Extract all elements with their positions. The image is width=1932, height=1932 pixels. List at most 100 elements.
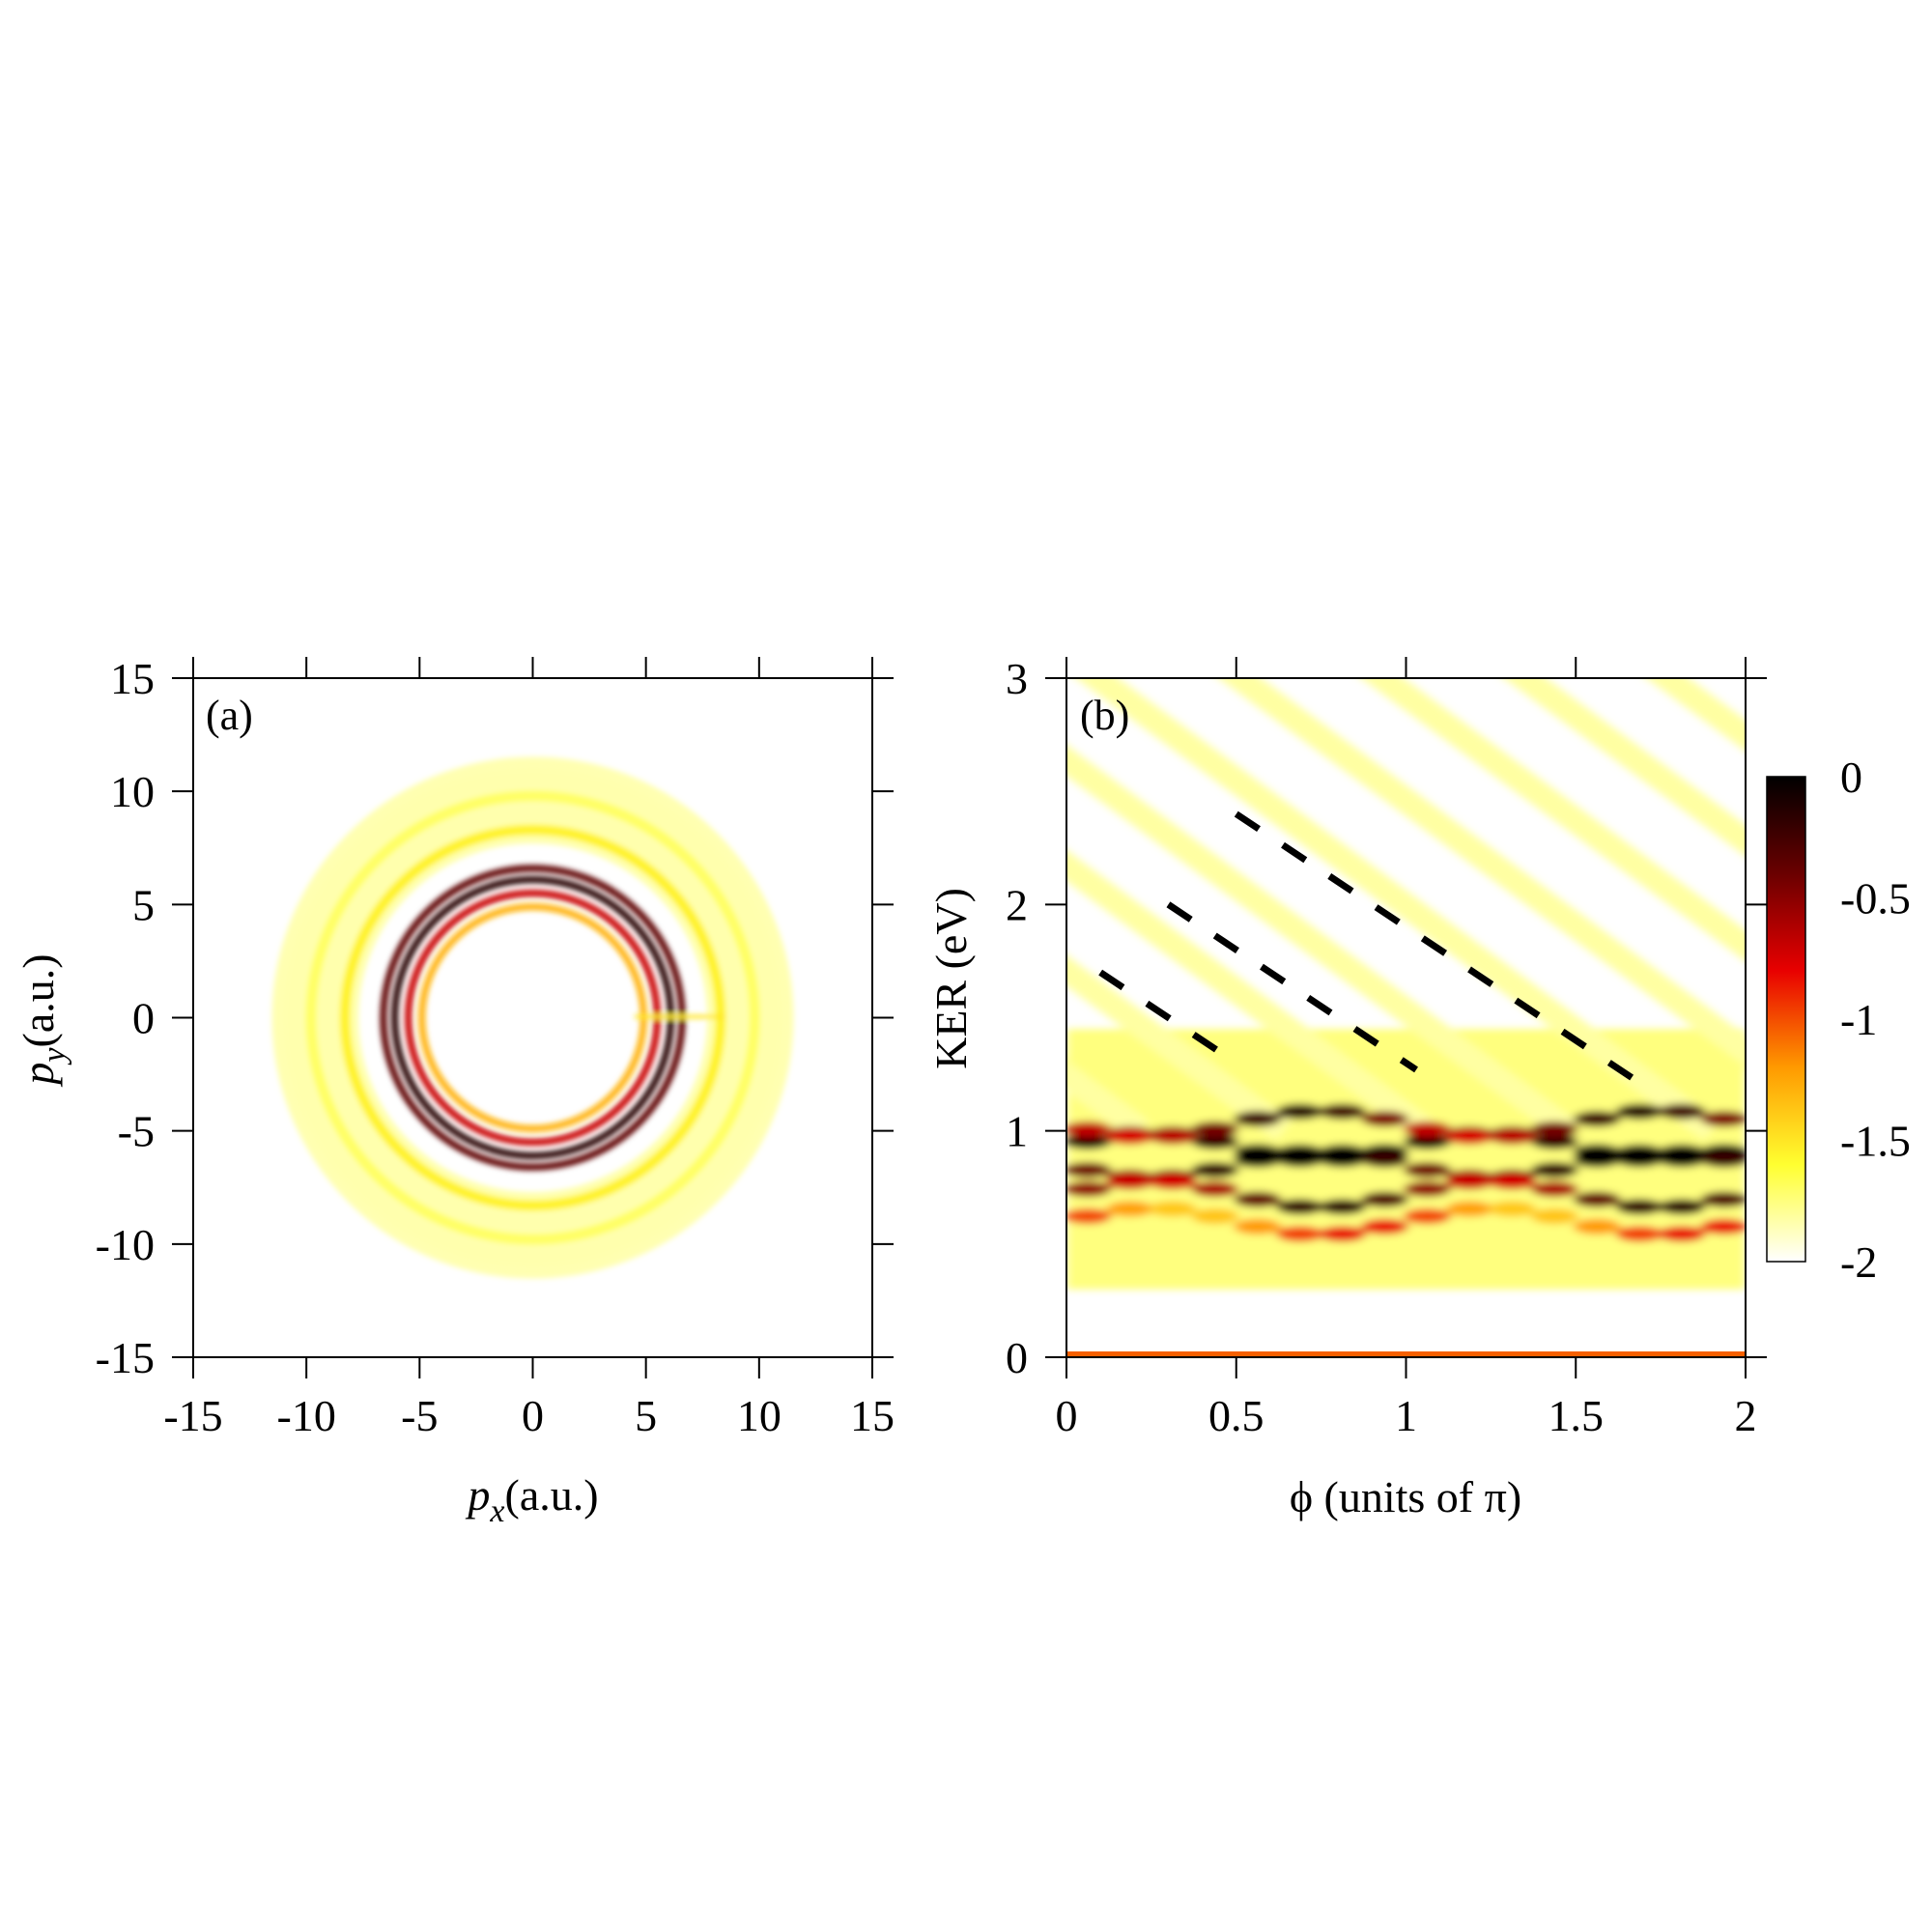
panel-b-x-tick-label: 2 bbox=[1735, 1391, 1757, 1440]
band-blob bbox=[1488, 1174, 1536, 1190]
panel-b-ticks: 0 0.5 1 1.5 2 3 2 1 0 bbox=[1006, 654, 1767, 1440]
ring bbox=[418, 903, 647, 1132]
band-blob bbox=[1445, 1174, 1494, 1190]
band-blob bbox=[1318, 1103, 1367, 1120]
panel-a-y-tick-label: -15 bbox=[96, 1333, 155, 1382]
band-blob bbox=[1573, 1191, 1621, 1208]
ring bbox=[391, 876, 674, 1159]
band-blob bbox=[1234, 1111, 1282, 1127]
ring bbox=[271, 756, 794, 1279]
panel-a-y-axis-title: py(a.u.) bbox=[14, 953, 72, 1087]
diagonal-stripe bbox=[1075, 678, 1719, 1142]
panel-a-y-tick-label: 10 bbox=[110, 767, 155, 816]
band-blob bbox=[1318, 1144, 1367, 1161]
diagonal-stripe bbox=[1066, 954, 1292, 1142]
band-blob bbox=[1318, 1199, 1367, 1215]
panel-b-y-tick-label: 2 bbox=[1006, 880, 1028, 929]
ring bbox=[405, 890, 661, 1146]
band-blob bbox=[1658, 1103, 1706, 1120]
band-blob bbox=[1276, 1103, 1324, 1120]
band-blob bbox=[1530, 1133, 1578, 1150]
band-blob bbox=[1403, 1180, 1452, 1198]
panel-b: 0 0.5 1 1.5 2 3 2 1 0 (b) ϕ (units of π) KER (eV… bbox=[926, 654, 1932, 1521]
band-blob bbox=[1615, 1199, 1663, 1215]
band-blob bbox=[1106, 1128, 1154, 1145]
panel-b-y-tick-label: 3 bbox=[1006, 654, 1028, 703]
x-axis-unit: (a.u.) bbox=[505, 1470, 599, 1520]
band-blob bbox=[1234, 1151, 1282, 1168]
band-blob bbox=[1066, 1161, 1112, 1179]
panel-b-x-tick-label: 1.5 bbox=[1548, 1391, 1605, 1440]
band-blob bbox=[1066, 1180, 1112, 1198]
panel-a-ticks: -15 -10 -5 0 5 10 15 15 10 5 0 -5 -10 -15 bbox=[96, 654, 895, 1440]
diagonal-stripe bbox=[1066, 745, 1577, 1142]
band-blob bbox=[1360, 1151, 1409, 1168]
colorbar: 0 -0.5 -1 -1.5 -2 bbox=[1766, 753, 1911, 1287]
dashed-guide-line bbox=[1166, 901, 1418, 1073]
panel-a-label: (a) bbox=[206, 692, 253, 739]
diagonal-stripe bbox=[1361, 678, 1746, 962]
band-blob bbox=[1106, 1201, 1154, 1217]
band-blob bbox=[1106, 1174, 1154, 1190]
panel-a-x-tick-label: 10 bbox=[737, 1391, 781, 1440]
band-blob bbox=[1573, 1218, 1621, 1235]
axis-seam bbox=[634, 1014, 725, 1019]
diagonal-stripe bbox=[1922, 656, 1932, 1131]
band-blob bbox=[1191, 1208, 1239, 1225]
x-axis-var: p bbox=[465, 1470, 490, 1520]
panel-b-x-axis-title: ϕ (units of π) bbox=[1290, 1472, 1521, 1521]
panel-a-x-tick-label: 15 bbox=[850, 1391, 895, 1440]
ring bbox=[305, 790, 760, 1245]
panel-b-dashed-guides bbox=[1098, 810, 1653, 1094]
x-axis-sub: x bbox=[489, 1493, 504, 1529]
colorbar-tick-label: -0.5 bbox=[1840, 874, 1911, 923]
y-axis-var: p bbox=[14, 1063, 63, 1088]
band-blob bbox=[1360, 1191, 1409, 1208]
zero-ker-line bbox=[1066, 1351, 1746, 1357]
panel-b-y-tick-label: 1 bbox=[1006, 1107, 1028, 1156]
band-blob bbox=[1488, 1201, 1536, 1217]
panel-a-x-tick-label: 5 bbox=[635, 1391, 657, 1440]
band-blob bbox=[1234, 1218, 1282, 1235]
panel-a-x-tick-label: -15 bbox=[163, 1391, 222, 1440]
band-blob bbox=[1276, 1199, 1324, 1215]
diagonal-stripe bbox=[1646, 678, 1746, 752]
diagonal-stripe bbox=[1218, 678, 1746, 1066]
band-blob bbox=[1700, 1151, 1746, 1168]
band-blob bbox=[1149, 1174, 1197, 1190]
band-blob bbox=[1191, 1180, 1239, 1198]
band-blob bbox=[1530, 1121, 1578, 1138]
diagonal-stripe bbox=[1503, 678, 1746, 857]
band-blob bbox=[1445, 1128, 1494, 1145]
panel-b-x-tick-label: 0 bbox=[1056, 1391, 1078, 1440]
band-blob bbox=[1700, 1218, 1746, 1235]
panel-b-x-tick-label: 0.5 bbox=[1208, 1391, 1264, 1440]
band-blob bbox=[1700, 1191, 1746, 1208]
panel-a-rings bbox=[271, 756, 794, 1279]
y-axis-sub: y bbox=[37, 1047, 72, 1065]
dashed-guide-line bbox=[1098, 969, 1238, 1066]
band-blob bbox=[1530, 1180, 1578, 1198]
panel-a-y-tick-label: -10 bbox=[96, 1220, 155, 1269]
diagonal-stripe bbox=[1066, 849, 1435, 1142]
band-blob bbox=[1066, 1208, 1112, 1225]
panel-b-y-tick-label: 0 bbox=[1006, 1333, 1028, 1382]
panel-b-x-tick-label: 1 bbox=[1395, 1391, 1417, 1440]
panel-a-x-tick-label: -5 bbox=[401, 1391, 438, 1440]
band-blob bbox=[1573, 1111, 1621, 1127]
band-blob bbox=[1530, 1208, 1578, 1225]
colorbar-tick-label: 0 bbox=[1840, 753, 1862, 802]
band-blob bbox=[1615, 1226, 1663, 1242]
band-blob bbox=[1191, 1121, 1239, 1138]
band-blob bbox=[1530, 1161, 1578, 1179]
panel-a-x-tick-label: -10 bbox=[277, 1391, 336, 1440]
band-blob bbox=[1445, 1201, 1494, 1217]
band-blob bbox=[1488, 1128, 1536, 1145]
panel-a-x-axis-title: px(a.u.) bbox=[465, 1470, 598, 1529]
band-blob bbox=[1403, 1133, 1452, 1150]
panel-a-y-tick-label: 15 bbox=[110, 654, 155, 703]
panel-b-heatmap bbox=[1066, 656, 1932, 1357]
colorbar-tick-label: -1.5 bbox=[1840, 1117, 1911, 1166]
dashed-guide-line bbox=[1234, 810, 1653, 1094]
